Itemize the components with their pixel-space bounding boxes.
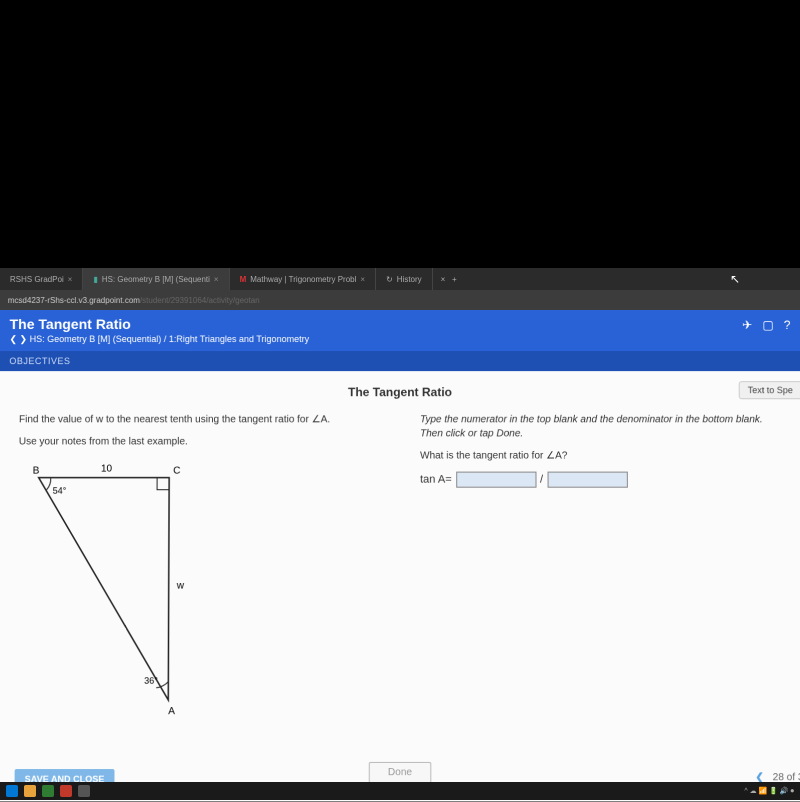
prompt-line-1: Find the value of w to the nearest tenth… bbox=[19, 413, 380, 427]
angle-a-label: 36° bbox=[144, 676, 158, 686]
prompt-line-2: Use your notes from the last example. bbox=[19, 435, 380, 449]
windows-taskbar[interactable]: ^ ☁ 📶 🔋 🔊 ⏺ bbox=[0, 782, 800, 800]
note-icon[interactable]: ▢ bbox=[762, 318, 773, 332]
vertex-a-label: A bbox=[168, 706, 175, 717]
instruction-line-1: Type the numerator in the top blank and … bbox=[420, 413, 781, 441]
taskbar-icon[interactable] bbox=[60, 785, 72, 797]
angle-b-label: 54° bbox=[53, 486, 67, 496]
done-button[interactable]: Done bbox=[369, 762, 431, 783]
taskbar-icon[interactable] bbox=[78, 785, 90, 797]
question-text: What is the tangent ratio for ∠A? bbox=[420, 449, 781, 463]
new-tab-button[interactable]: × + bbox=[433, 274, 465, 283]
mouse-cursor-icon: ↖ bbox=[730, 272, 740, 286]
close-icon[interactable]: × bbox=[360, 274, 365, 283]
vertex-c-label: C bbox=[173, 466, 180, 477]
taskbar-icon[interactable] bbox=[24, 785, 36, 797]
taskbar-icon[interactable] bbox=[42, 785, 54, 797]
page-header: The Tangent Ratio ❮ ❯ HS: Geometry B [M]… bbox=[0, 310, 800, 351]
vertex-b-label: B bbox=[33, 466, 40, 477]
side-bc-label: 10 bbox=[101, 464, 113, 475]
tab-geometry[interactable]: ▮HS: Geometry B [M] (Sequenti× bbox=[83, 268, 229, 290]
breadcrumb[interactable]: ❮ ❯ HS: Geometry B [M] (Sequential) / 1:… bbox=[9, 334, 790, 345]
tab-history[interactable]: ↻History bbox=[376, 268, 433, 290]
tab-mathway[interactable]: MMathway | Trigonometry Probl× bbox=[230, 268, 377, 290]
numerator-input[interactable] bbox=[456, 472, 536, 488]
address-bar[interactable]: mcsd4237-rShs-ccl.v3.gradpoint.com/stude… bbox=[0, 290, 800, 310]
page-title: The Tangent Ratio bbox=[10, 316, 791, 332]
browser-tab-strip: RSHS GradPoi× ▮HS: Geometry B [M] (Seque… bbox=[0, 268, 800, 290]
fraction-slash: / bbox=[540, 474, 543, 486]
close-icon[interactable]: × bbox=[68, 274, 73, 283]
send-icon[interactable]: ✈ bbox=[742, 318, 752, 332]
lesson-content: Text to Spe The Tangent Ratio Find the v… bbox=[0, 371, 800, 801]
close-icon[interactable]: × bbox=[214, 274, 219, 283]
text-to-speech-button[interactable]: Text to Spe bbox=[739, 381, 800, 399]
taskbar-apps bbox=[6, 785, 90, 797]
triangle-diagram: B C A 10 54° 36° w bbox=[17, 458, 219, 721]
help-icon[interactable]: ? bbox=[784, 318, 791, 332]
tab-gradpoint[interactable]: RSHS GradPoi× bbox=[0, 268, 83, 290]
taskbar-icon[interactable] bbox=[6, 785, 18, 797]
tangent-equation: tan A= / bbox=[420, 472, 781, 488]
denominator-input[interactable] bbox=[547, 472, 627, 488]
objectives-tab[interactable]: OBJECTIVES bbox=[0, 351, 800, 371]
side-w-label: w bbox=[176, 581, 185, 592]
system-tray[interactable]: ^ ☁ 📶 🔋 🔊 ⏺ bbox=[744, 787, 794, 796]
lesson-title: The Tangent Ratio bbox=[19, 385, 781, 399]
tan-label: tan A= bbox=[420, 474, 452, 486]
